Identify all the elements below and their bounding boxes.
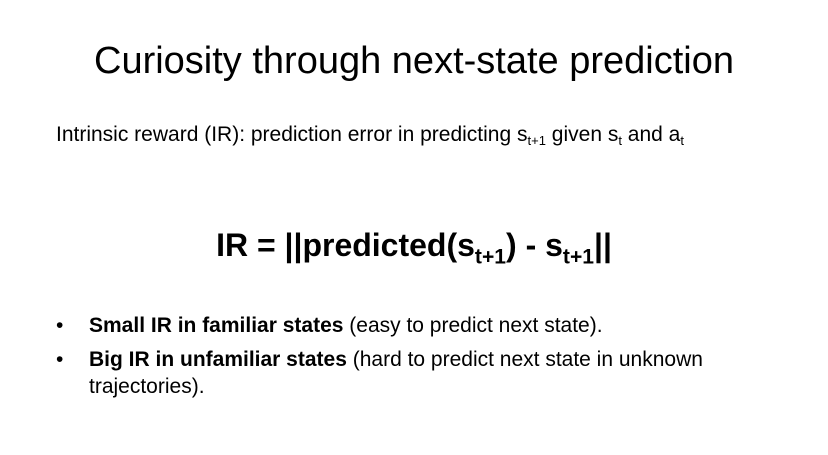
bullet-bold-text: Big IR in unfamiliar states <box>89 348 347 371</box>
bullet-marker: • <box>56 348 64 371</box>
ir-formula: IR = ||predicted(st+1) - st+1|| <box>0 222 828 268</box>
intrinsic-reward-definition: Intrinsic reward (IR): prediction error … <box>56 119 776 150</box>
bullet-rest-text: (easy to predict next state). <box>343 314 603 337</box>
formula-part-3: || <box>594 227 612 263</box>
subscript-t-action: t <box>680 133 684 149</box>
bullet-rest-text: (hard to predict next state in unknown t… <box>89 348 703 398</box>
bullet-item-small-ir: • Small IR in familiar states (easy to pr… <box>56 312 756 339</box>
bullet-item-big-ir: • Big IR in unfamiliar states (hard to pr… <box>56 346 756 400</box>
formula-part-2: ) - s <box>506 227 563 263</box>
bullet-marker: • <box>56 314 64 337</box>
subscript-t: t <box>618 133 622 149</box>
slide-title: Curiosity through next-state prediction <box>94 40 734 82</box>
definition-text-prefix: Intrinsic reward (IR): prediction error … <box>56 123 528 146</box>
formula-subscript-1: t+1 <box>474 245 507 269</box>
formula-subscript-2: t+1 <box>562 245 595 269</box>
bullet-bold-text: Small IR in familiar states <box>89 314 344 337</box>
subscript-t-plus-1: t+1 <box>527 133 546 149</box>
definition-text-and: and a <box>621 123 681 146</box>
definition-text-given: given s <box>545 123 619 146</box>
formula-part-1: IR = ||predicted(s <box>216 227 475 263</box>
bullet-list: • Small IR in familiar states (easy to pr… <box>56 312 756 407</box>
